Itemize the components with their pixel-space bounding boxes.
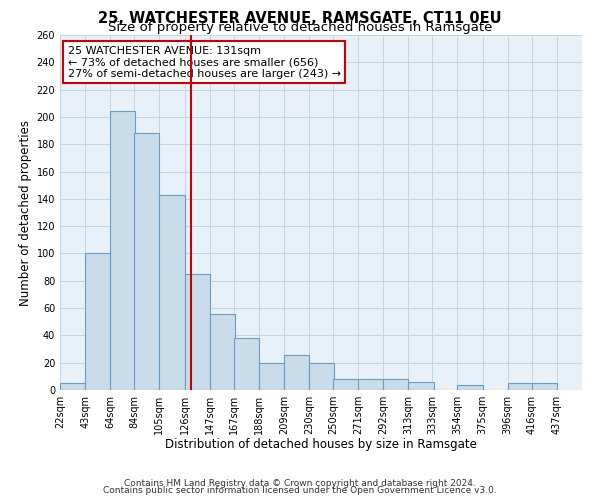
- Text: Contains HM Land Registry data © Crown copyright and database right 2024.: Contains HM Land Registry data © Crown c…: [124, 478, 476, 488]
- Bar: [409, 382, 434, 390]
- Bar: [85, 254, 110, 390]
- Text: Size of property relative to detached houses in Ramsgate: Size of property relative to detached ho…: [108, 22, 492, 35]
- Bar: [333, 379, 358, 390]
- Bar: [134, 134, 160, 390]
- Bar: [233, 338, 259, 390]
- Y-axis label: Number of detached properties: Number of detached properties: [19, 120, 32, 306]
- Text: 25, WATCHESTER AVENUE, RAMSGATE, CT11 0EU: 25, WATCHESTER AVENUE, RAMSGATE, CT11 0E…: [98, 11, 502, 26]
- Text: Contains public sector information licensed under the Open Government Licence v3: Contains public sector information licen…: [103, 486, 497, 495]
- Bar: [358, 379, 383, 390]
- Bar: [259, 362, 284, 390]
- Bar: [309, 362, 334, 390]
- Bar: [457, 384, 482, 390]
- Text: 25 WATCHESTER AVENUE: 131sqm
← 73% of detached houses are smaller (656)
27% of s: 25 WATCHESTER AVENUE: 131sqm ← 73% of de…: [68, 46, 341, 79]
- Bar: [60, 383, 85, 390]
- Bar: [209, 314, 235, 390]
- X-axis label: Distribution of detached houses by size in Ramsgate: Distribution of detached houses by size …: [165, 438, 477, 452]
- Bar: [110, 112, 136, 390]
- Bar: [383, 379, 409, 390]
- Bar: [508, 383, 533, 390]
- Bar: [532, 383, 557, 390]
- Bar: [284, 354, 309, 390]
- Bar: [160, 194, 185, 390]
- Bar: [185, 274, 209, 390]
